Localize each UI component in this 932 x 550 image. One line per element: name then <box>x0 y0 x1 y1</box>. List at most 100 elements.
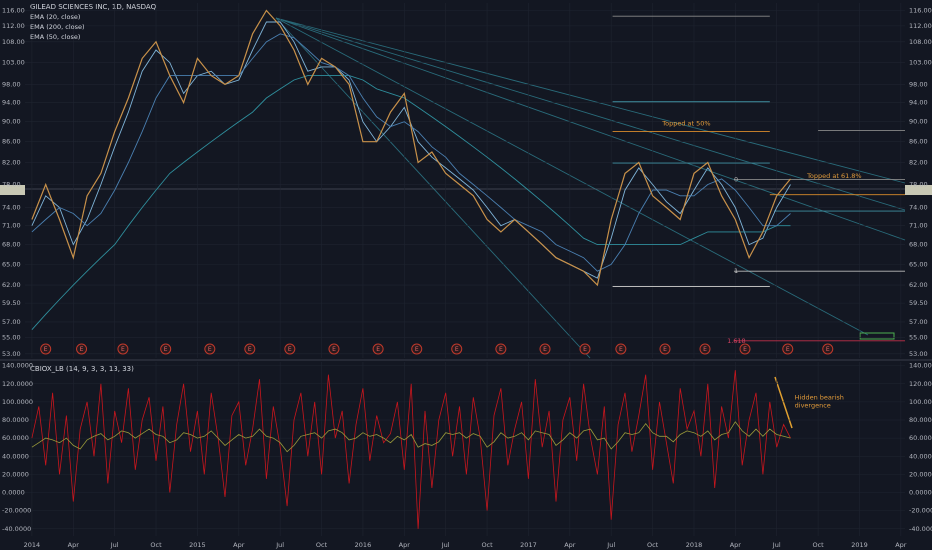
earnings-marker <box>328 343 340 355</box>
y-tick-label: 62.00 <box>909 281 928 289</box>
y-tick-label: 55.00 <box>909 334 928 342</box>
earnings-label: E <box>703 346 707 353</box>
x-tick-label: 2018 <box>686 541 703 549</box>
y-tick-label: 68.00 <box>2 241 21 249</box>
trend-line <box>275 17 869 336</box>
y-tick-label: 55.00 <box>2 334 21 342</box>
x-tick-label: Oct <box>316 541 328 549</box>
y-tick-label: 82.00 <box>909 159 928 167</box>
earnings-marker <box>495 343 507 355</box>
y-tick-label: 112.00 <box>909 22 932 30</box>
earnings-label: E <box>288 346 292 353</box>
x-tick-label: 2015 <box>189 541 206 549</box>
earnings-marker <box>659 343 671 355</box>
earnings-marker <box>579 343 591 355</box>
y-tick-label: 57.00 <box>909 318 928 326</box>
divergence-line <box>774 376 793 429</box>
annotation: Topped at 50% <box>661 120 710 128</box>
earnings-marker <box>411 343 423 355</box>
y-tick-label: 82.00 <box>2 159 21 167</box>
price-marker <box>905 185 932 195</box>
earnings-marker <box>782 343 794 355</box>
earnings-marker <box>822 343 834 355</box>
earnings-label: E <box>415 346 419 353</box>
earnings-label: E <box>543 346 547 353</box>
y-tick-label: 98.00 <box>909 80 928 88</box>
legend-entry: EMA (200, close) <box>30 23 85 31</box>
y-tick-label: 57.00 <box>2 318 21 326</box>
x-tick-label: 2019 <box>851 541 868 549</box>
earnings-label: E <box>826 346 830 353</box>
earnings-marker <box>739 343 751 355</box>
x-tick-label: Apr <box>68 541 80 549</box>
y-tick-label: 80.0000 <box>909 416 932 424</box>
earnings-label: E <box>248 346 252 353</box>
target-box <box>859 332 895 340</box>
y-tick-label: 71.00 <box>2 222 21 230</box>
x-tick-label: Jul <box>110 541 119 549</box>
y-tick-label: 40.0000 <box>909 452 932 460</box>
y-tick-label: 108.00 <box>2 38 25 46</box>
x-tick-label: Oct <box>812 541 824 549</box>
legend-entry: EMA (20, close) <box>30 13 80 21</box>
earnings-marker <box>117 343 129 355</box>
y-tick-label: 120.0000 <box>2 380 33 388</box>
trend-line <box>275 17 906 184</box>
legend-entry: EMA (50, close) <box>30 33 80 41</box>
y-tick-label: 140.0000 <box>909 362 932 370</box>
y-tick-label: 59.50 <box>909 299 928 307</box>
y-tick-label: 100.0000 <box>2 398 33 406</box>
series-line <box>31 75 791 331</box>
y-tick-label: 80.0000 <box>2 416 29 424</box>
y-tick-label: 116.00 <box>909 6 932 14</box>
x-tick-label: Apr <box>730 541 742 549</box>
y-tick-label: 68.00 <box>909 241 928 249</box>
x-tick-label: Jul <box>606 541 615 549</box>
y-tick-label: 62.00 <box>2 281 21 289</box>
earnings-label: E <box>743 346 747 353</box>
y-tick-label: -20.0000 <box>909 507 932 515</box>
x-tick-label: 2014 <box>24 541 41 549</box>
earnings-label: E <box>786 346 790 353</box>
y-tick-label: 60.0000 <box>2 434 29 442</box>
earnings-marker <box>539 343 551 355</box>
x-tick-label: Apr <box>233 541 245 549</box>
price-line <box>31 9 791 287</box>
y-tick-label: 40.0000 <box>2 452 29 460</box>
series-line <box>31 370 791 529</box>
y-tick-label: -20.0000 <box>2 507 31 515</box>
y-tick-label: 20.0000 <box>909 470 932 478</box>
x-tick-label: Oct <box>481 541 493 549</box>
earnings-label: E <box>455 346 459 353</box>
x-tick-label: Oct <box>647 541 659 549</box>
y-tick-label: 20.0000 <box>2 470 29 478</box>
earnings-marker <box>451 343 463 355</box>
x-tick-label: Jul <box>772 541 781 549</box>
y-tick-label: 86.00 <box>2 138 21 146</box>
y-tick-label: 116.00 <box>2 6 25 14</box>
earnings-label: E <box>663 346 667 353</box>
earnings-marker <box>244 343 256 355</box>
x-tick-label: Apr <box>564 541 576 549</box>
annotation: Hidden bearish <box>795 393 844 401</box>
x-tick-label: Apr <box>399 541 411 549</box>
x-tick-label: 2017 <box>520 541 537 549</box>
trend-lines <box>275 17 906 359</box>
earnings-label: E <box>80 346 84 353</box>
earnings-marker <box>76 343 88 355</box>
y-tick-label: -40.0000 <box>2 525 31 533</box>
annotation: 1.618 <box>727 337 746 345</box>
y-tick-label: 0.0000 <box>909 489 932 497</box>
chart-title: GILEAD SCIENCES INC, 1D, NASDAQ <box>30 3 157 11</box>
y-tick-label: 103.00 <box>909 59 932 67</box>
x-tick-label: 2016 <box>355 541 372 549</box>
y-tick-label: 103.00 <box>2 59 25 67</box>
series-line <box>31 21 791 279</box>
grid <box>25 3 905 536</box>
y-tick-label: 74.00 <box>909 204 928 212</box>
y-tick-label: 90.00 <box>909 118 928 126</box>
y-tick-label: 74.00 <box>2 204 21 212</box>
x-tick-label: Jul <box>441 541 450 549</box>
x-tick-label: Apr <box>895 541 907 549</box>
